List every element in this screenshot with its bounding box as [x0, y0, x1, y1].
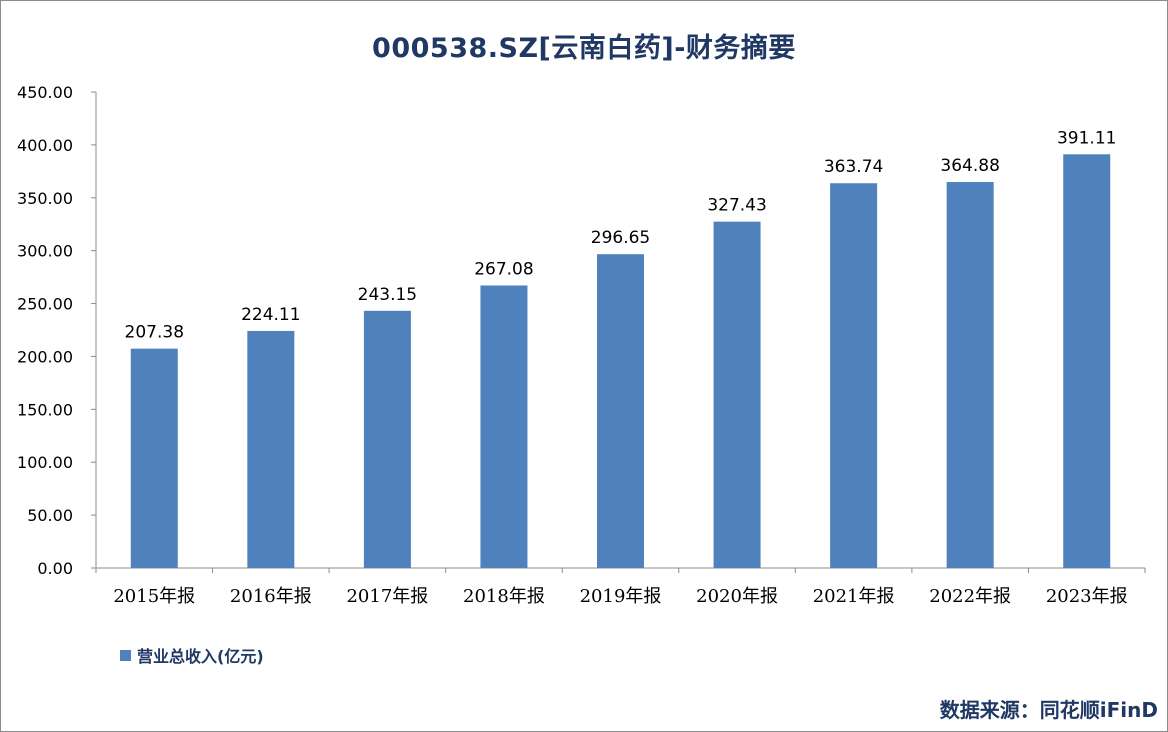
chart-title: 000538.SZ[云南白药]-财务摘要	[372, 33, 796, 64]
bar	[363, 310, 411, 568]
bar	[830, 183, 878, 569]
bar	[1063, 154, 1111, 568]
bar	[946, 182, 994, 569]
x-tick-label: 2021年报	[813, 586, 895, 607]
x-tick-label: 2020年报	[696, 586, 778, 607]
y-tick-label: 300.00	[17, 242, 73, 261]
data-label: 207.38	[125, 323, 184, 343]
y-tick-label: 250.00	[17, 295, 73, 314]
x-tick-label: 2022年报	[929, 586, 1011, 607]
bar	[713, 221, 761, 568]
y-tick-label: 100.00	[17, 453, 73, 472]
data-label: 391.11	[1057, 128, 1116, 148]
bar	[130, 348, 178, 568]
x-tick-label: 2023年报	[1046, 586, 1128, 607]
y-tick-label: 0.00	[37, 559, 73, 578]
bar	[480, 285, 528, 568]
y-tick-label: 150.00	[17, 400, 73, 419]
data-label: 296.65	[591, 228, 650, 248]
y-tick-label: 50.00	[27, 506, 73, 525]
data-label: 224.11	[241, 305, 300, 325]
bar	[247, 330, 295, 568]
data-label: 267.08	[474, 259, 533, 279]
legend-label: 营业总收入(亿元)	[137, 647, 264, 666]
y-tick-label: 200.00	[17, 347, 73, 366]
bar	[597, 254, 644, 569]
y-tick-label: 400.00	[17, 136, 73, 155]
data-label: 327.43	[707, 196, 766, 216]
data-label: 363.74	[824, 157, 883, 177]
legend: 营业总收入(亿元)	[120, 643, 264, 667]
x-tick-label: 2018年报	[463, 586, 545, 607]
x-tick-label: 2016年报	[230, 586, 312, 607]
legend-swatch	[120, 649, 131, 661]
data-label: 364.88	[940, 156, 999, 176]
data-label: 243.15	[358, 285, 417, 305]
x-tick-label: 2015年报	[113, 586, 195, 607]
data-source: 数据来源：同花顺iFinD	[939, 698, 1158, 722]
y-tick-label: 450.00	[17, 83, 73, 102]
x-tick-label: 2017年报	[346, 586, 428, 607]
y-tick-label: 350.00	[17, 189, 73, 208]
x-tick-label: 2019年报	[580, 586, 662, 607]
